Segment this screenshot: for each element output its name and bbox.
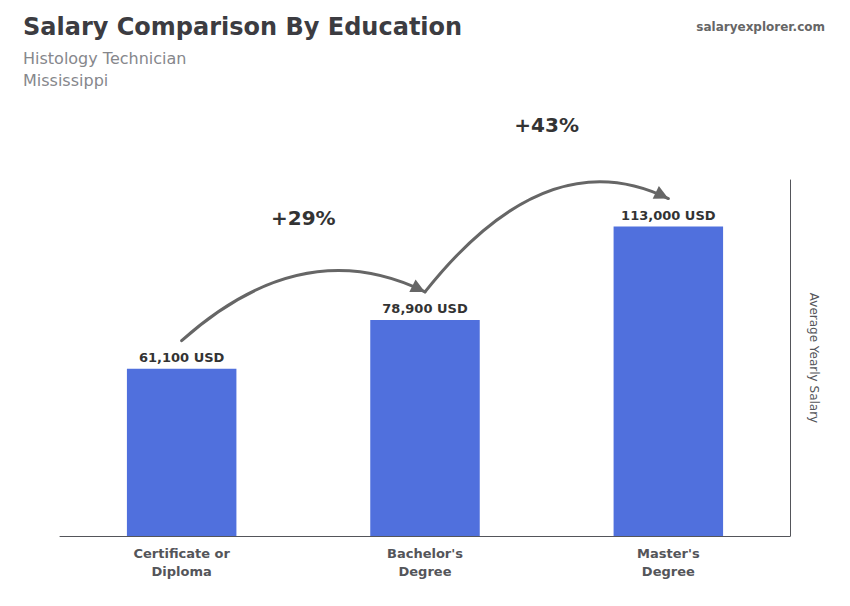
svg-text:Degree: Degree [399,564,452,579]
svg-text:78,900 USD: 78,900 USD [382,301,468,316]
svg-text:61,100 USD: 61,100 USD [139,350,225,365]
svg-text:Average Yearly Salary: Average Yearly Salary [807,293,821,423]
svg-text:+29%: +29% [271,206,336,230]
svg-text:+43%: +43% [514,113,579,137]
svg-text:Histology Technician: Histology Technician [23,49,186,68]
svg-text:Diploma: Diploma [152,564,212,579]
svg-text:Master's: Master's [637,546,700,561]
svg-text:Mississippi: Mississippi [23,71,108,90]
svg-text:Degree: Degree [642,564,695,579]
svg-text:Bachelor's: Bachelor's [387,546,463,561]
svg-text:salaryexplorer.com: salaryexplorer.com [696,20,825,34]
svg-text:Salary Comparison By Education: Salary Comparison By Education [23,13,462,41]
svg-text:113,000 USD: 113,000 USD [621,208,716,223]
svg-text:Certificate or: Certificate or [133,546,230,561]
